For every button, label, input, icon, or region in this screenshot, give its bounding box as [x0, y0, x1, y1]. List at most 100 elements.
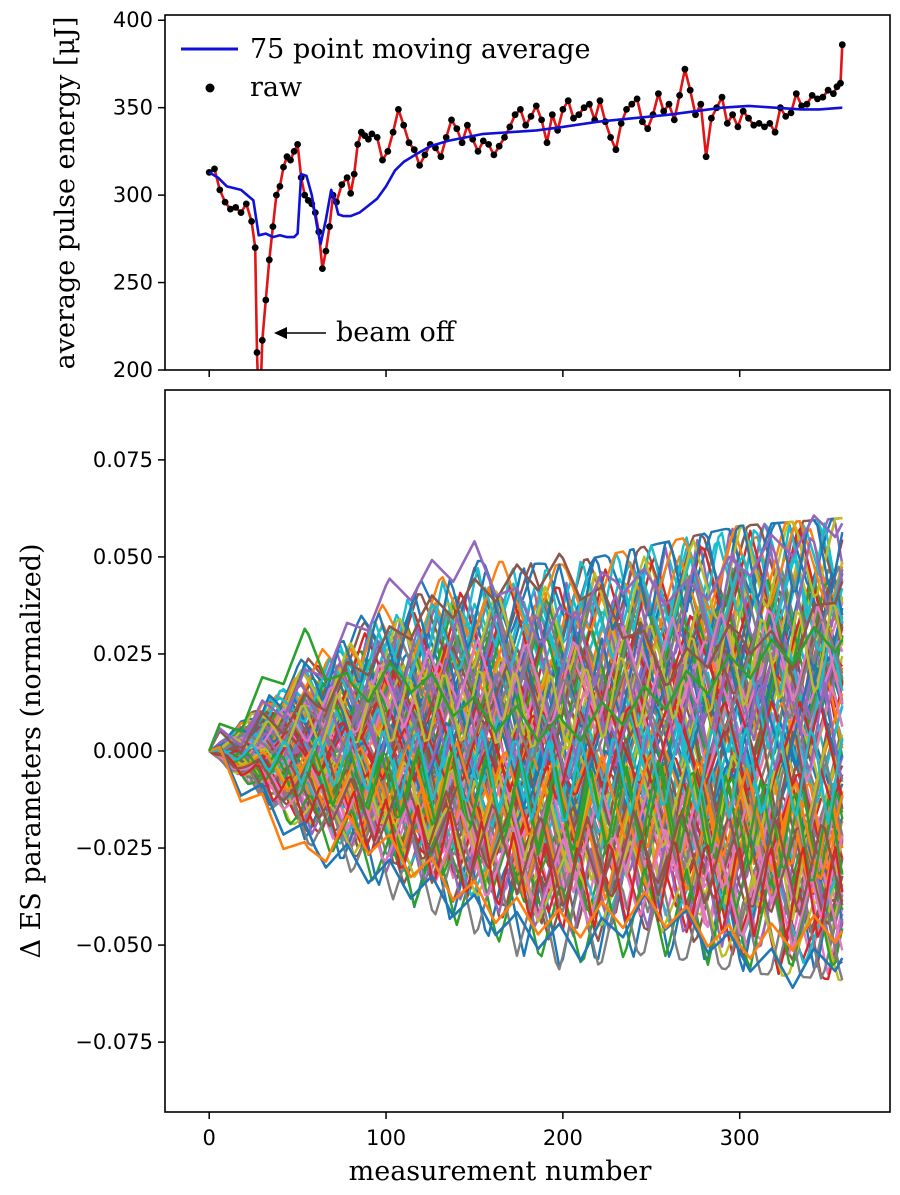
raw-point — [607, 134, 614, 141]
es-parameter-trace-highlight — [207, 625, 844, 752]
raw-point — [242, 200, 250, 208]
raw-point — [580, 104, 588, 112]
raw-point — [628, 100, 636, 108]
bottom-y-tick-label: 0.050 — [93, 545, 153, 569]
bottom-y-tick-label: 0.075 — [93, 448, 153, 472]
raw-point — [718, 93, 726, 101]
raw-point — [766, 120, 774, 127]
raw-point — [365, 135, 372, 143]
raw-point — [248, 218, 256, 225]
raw-point — [211, 165, 218, 173]
top-y-axis: 200 250 300 350 400 — [113, 8, 165, 382]
raw-point — [745, 114, 752, 122]
raw-point — [837, 79, 844, 87]
raw-point — [485, 141, 492, 148]
series-raw-line — [208, 44, 844, 370]
raw-point — [570, 114, 577, 122]
bottom-x-axis-label: measurement number — [349, 1156, 652, 1187]
raw-point — [273, 191, 280, 199]
raw-point — [548, 111, 556, 119]
raw-point — [326, 223, 333, 231]
raw-point — [405, 139, 413, 147]
raw-point — [755, 120, 763, 127]
raw-point — [294, 141, 301, 148]
raw-point — [660, 107, 668, 115]
raw-point — [448, 116, 455, 124]
raw-point — [702, 153, 710, 161]
raw-point — [575, 111, 583, 119]
top-y-tick-label: 350 — [113, 96, 153, 120]
raw-point — [257, 391, 264, 398]
raw-point — [655, 90, 662, 98]
raw-point — [612, 146, 620, 154]
raw-point — [216, 186, 224, 194]
raw-point — [416, 162, 423, 169]
raw-point — [564, 97, 572, 105]
es-parameter-trace — [208, 520, 844, 753]
raw-point — [479, 137, 487, 145]
raw-point — [739, 107, 747, 115]
es-parameter-trace — [209, 668, 844, 780]
raw-point — [442, 134, 450, 141]
raw-point — [517, 106, 524, 113]
raw-point — [322, 247, 330, 255]
top-y-tick-label: 300 — [113, 183, 153, 207]
raw-point — [384, 148, 392, 155]
raw-point — [639, 118, 646, 126]
es-parameter-trace-highlight — [208, 552, 844, 754]
raw-point — [686, 86, 694, 94]
raw-point — [474, 148, 482, 155]
top-panel: 200 250 300 350 400 average pulse energy [μJ… — [50, 8, 891, 398]
raw-point — [830, 90, 837, 98]
raw-point — [400, 121, 408, 129]
raw-point — [729, 111, 736, 119]
es-parameter-trace-highlight — [208, 743, 844, 990]
raw-point — [644, 125, 652, 133]
raw-point — [838, 41, 846, 49]
raw-point — [490, 151, 498, 159]
raw-point — [453, 125, 461, 133]
raw-point — [792, 90, 800, 98]
annotation-beam-off: beam off — [274, 317, 457, 348]
raw-point — [596, 97, 604, 105]
raw-point — [670, 116, 678, 124]
raw-point — [586, 100, 593, 108]
raw-point — [395, 106, 402, 113]
raw-point — [506, 123, 514, 131]
bottom-y-tick-label: −0.075 — [75, 1030, 153, 1054]
bottom-x-axis: 0 100 200 300 — [203, 1112, 760, 1150]
raw-point — [803, 100, 811, 108]
raw-point — [681, 65, 689, 73]
es-parameter-trace-highlight — [208, 514, 844, 752]
raw-point — [343, 174, 351, 182]
bottom-y-axis: −0.075 −0.050 −0.025 0.000 0.025 0.050 0.075 — [75, 448, 165, 1054]
raw-point — [350, 170, 358, 178]
raw-point — [221, 198, 229, 206]
raw-point — [697, 100, 705, 108]
bottom-panel: −0.075 −0.050 −0.025 0.000 0.025 0.050 0.075 0… — [16, 389, 891, 1187]
raw-point — [538, 116, 545, 124]
raw-point — [808, 92, 816, 99]
bottom-y-axis-label: Δ ES parameters (normalized) — [16, 543, 47, 958]
raw-point — [287, 156, 294, 164]
raw-point — [501, 134, 508, 141]
raw-point — [379, 156, 386, 164]
raw-point — [265, 256, 273, 264]
raw-point — [676, 92, 683, 99]
raw-point — [258, 336, 266, 344]
es-parameter-trace — [208, 563, 844, 753]
raw-point — [511, 111, 519, 119]
es-parameter-trace — [209, 746, 844, 882]
top-x-axis — [208, 370, 741, 377]
raw-point — [269, 223, 277, 231]
raw-point — [787, 109, 795, 117]
raw-point — [617, 120, 625, 127]
raw-point — [237, 209, 245, 217]
raw-point — [750, 121, 758, 129]
bottom-y-tick-label: 0.000 — [93, 739, 153, 763]
es-parameter-trace — [209, 698, 844, 801]
raw-point — [290, 148, 298, 155]
raw-point — [495, 142, 503, 150]
legend-label-raw: raw — [250, 72, 302, 103]
